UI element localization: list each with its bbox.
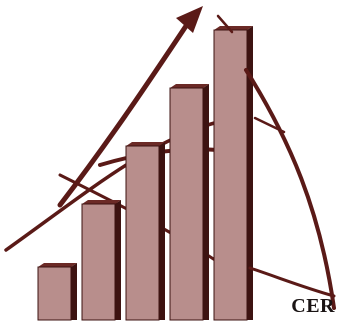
bar-side — [115, 200, 121, 320]
base-sweep-curve — [250, 268, 334, 296]
arrow-head — [176, 6, 203, 33]
bar-top — [170, 84, 209, 88]
bar — [170, 88, 203, 320]
bar-top — [82, 200, 121, 204]
bar — [38, 267, 71, 320]
bar-top — [126, 142, 165, 146]
bar-side — [203, 84, 209, 320]
bar-side — [159, 142, 165, 320]
bar-top — [38, 263, 77, 267]
bar-top — [214, 26, 253, 30]
bar — [126, 146, 159, 320]
bar — [82, 204, 115, 320]
tick-stroke — [255, 118, 284, 132]
bar-group — [38, 26, 253, 320]
logo-caption: CER — [291, 295, 335, 318]
bar — [214, 30, 247, 320]
bar-side — [71, 263, 77, 320]
